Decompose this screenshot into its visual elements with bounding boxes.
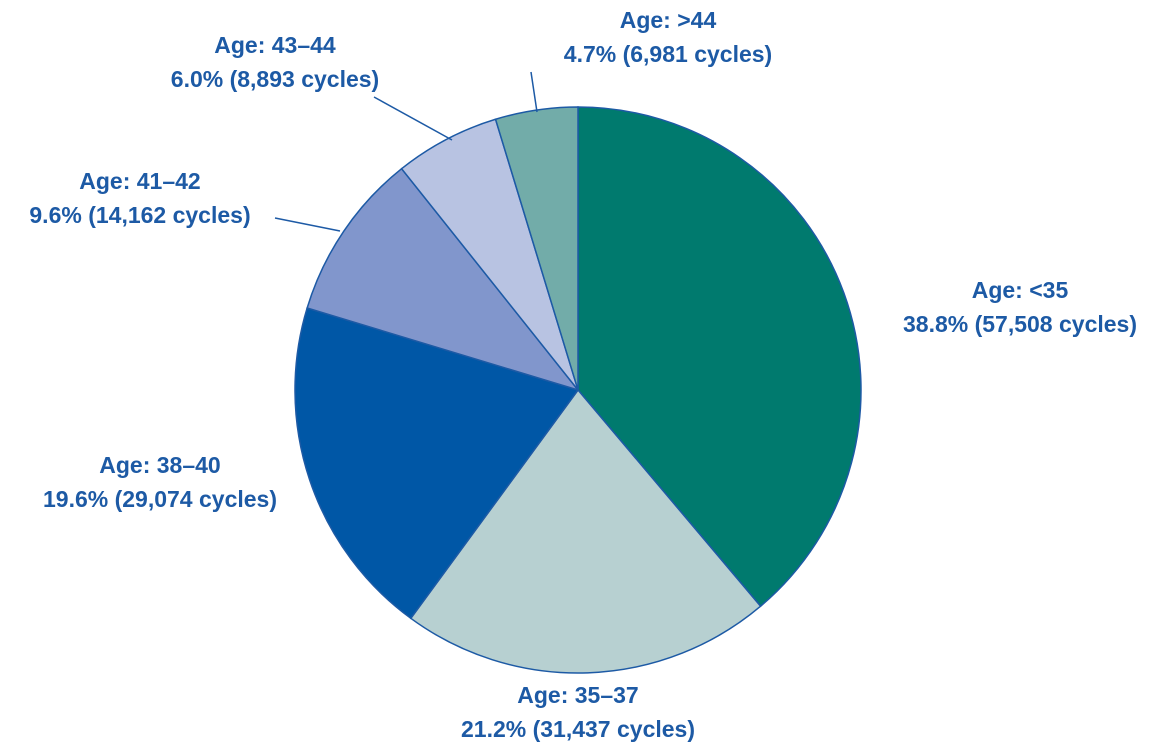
wedge: [409, 388, 762, 674]
slice-label: Age: 35–37: [517, 682, 638, 708]
leader-line: [373, 96, 453, 141]
value-label: 38.8% (57,508 cycles): [903, 311, 1137, 337]
slice-label: Age: >44: [620, 7, 717, 33]
slice-label: Age: 38–40: [99, 452, 220, 478]
value-label: 9.6% (14,162 cycles): [29, 202, 250, 228]
wedge: [294, 307, 580, 620]
value-label: 21.2% (31,437 cycles): [461, 716, 695, 742]
leader-line: [530, 71, 538, 113]
value-label: 6.0% (8,893 cycles): [171, 66, 379, 92]
wedge: [577, 106, 862, 608]
pie: [294, 106, 862, 674]
slice-label: Age: 43–44: [214, 32, 336, 58]
slice-label: Age: <35: [972, 277, 1069, 303]
value-label: 4.7% (6,981 cycles): [564, 41, 772, 67]
value-label: 19.6% (29,074 cycles): [43, 486, 277, 512]
leader-line: [274, 217, 341, 232]
wedge: [306, 167, 581, 392]
slice-label: Age: 41–42: [79, 168, 200, 194]
